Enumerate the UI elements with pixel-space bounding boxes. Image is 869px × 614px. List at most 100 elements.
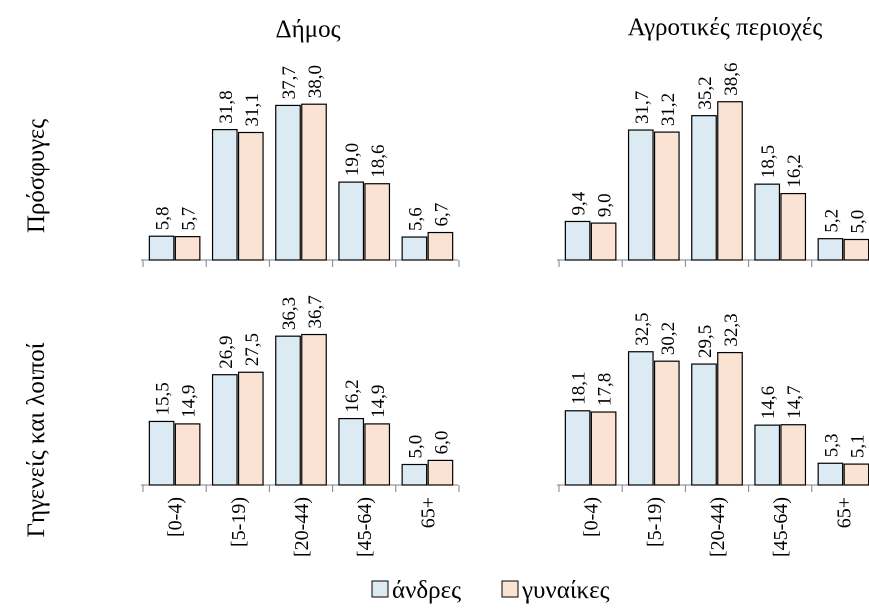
col-title-municipality: Δήμος [276, 16, 341, 43]
x-tick-label: [20-44) [707, 497, 729, 557]
x-tick-label: 65+ [417, 497, 439, 528]
bar-female [653, 360, 680, 486]
legend: άνδρες γυναίκες [371, 577, 610, 604]
bar-male [338, 181, 365, 261]
data-label-female: 38,6 [721, 62, 742, 95]
data-label-female: 14,9 [368, 385, 389, 418]
data-label-female: 18,6 [368, 144, 389, 177]
data-label-female: 5,1 [847, 434, 868, 458]
bar-female [301, 103, 327, 261]
data-label-female: 31,2 [658, 93, 679, 126]
panel-3: 15,5 14,9[0-4)26,9 27,5[5-19)36,3 36,7[20-4… [141, 295, 460, 557]
data-label-male: 14,6 [758, 386, 779, 419]
data-label-female: 14,7 [784, 385, 805, 418]
bar-male [148, 235, 175, 261]
data-label-female: 36,7 [305, 295, 326, 328]
data-label-male: 16,2 [342, 379, 363, 412]
bar-female [427, 459, 454, 486]
panel-4: 18,1 17,8 [0-4) 32,5 30,2 [5-19) 29,5 32,3 [20-4… [557, 313, 869, 557]
bar-male [401, 236, 428, 261]
data-label-male: 5,3 [821, 434, 842, 458]
x-tick-label: 65+ [833, 497, 855, 528]
bar-male [754, 183, 781, 261]
bar-female [301, 333, 327, 486]
data-label-male: 9,4 [569, 191, 590, 215]
data-label-female: 31,1 [242, 93, 263, 126]
data-label-female: 38,0 [305, 65, 326, 98]
col-title-rural: Αγροτικές περιοχές [628, 14, 823, 41]
bar-female [780, 192, 807, 261]
panel-titles: Δήμος Αγροτικές περιοχές Πρόσφυγες Γηγεν… [23, 14, 822, 537]
x-tick-label: [0-4) [165, 497, 187, 537]
data-label-female: 27,5 [242, 333, 263, 366]
data-label-female: 6,0 [431, 431, 452, 455]
bar-female [653, 131, 680, 261]
data-label-male: 31,8 [216, 90, 237, 123]
x-tick-label: [45-64) [354, 497, 376, 557]
data-label-male: 19,0 [342, 143, 363, 176]
bar-male [564, 220, 591, 261]
bar-male [754, 424, 781, 486]
legend-label-male: άνδρες [392, 577, 461, 604]
data-label-male: 5,8 [153, 206, 174, 230]
data-label-male: 35,2 [695, 76, 716, 109]
bar-male [338, 417, 365, 486]
bar-female [364, 423, 391, 486]
row-title-refugees: Πρόσφυγες [23, 119, 50, 233]
data-label-female: 5,7 [179, 207, 200, 231]
data-label-male: 5,0 [405, 435, 426, 459]
data-label-male: 5,6 [405, 207, 426, 231]
bar-male [691, 115, 717, 261]
bar-female [717, 351, 743, 486]
data-label-male: 31,7 [632, 91, 653, 124]
bar-male [817, 462, 844, 486]
data-label-female: 6,7 [431, 203, 452, 227]
chart-panels: 5,8 5,7 31,8 31,1 37,7 38,0 19,0 18,6 5,6 6,7 9,4 9… [141, 62, 869, 557]
bar-female [780, 424, 807, 486]
panel-2: 9,4 9,0 31,7 31,2 35,2 38,6 18,5 16,2 5,2 5,0 [557, 62, 869, 267]
data-label-female: 9,0 [595, 193, 616, 217]
data-label-female: 30,2 [658, 322, 679, 355]
bar-male [211, 129, 238, 261]
bar-male [275, 104, 301, 261]
data-label-male: 29,5 [695, 325, 716, 358]
legend-label-female: γυναίκες [521, 577, 610, 604]
row-title-natives: Γηγενείς και λοιποί [23, 342, 50, 537]
data-label-male: 15,5 [153, 382, 174, 415]
data-label-male: 26,9 [216, 335, 237, 368]
bar-female [717, 101, 743, 261]
data-label-male: 32,5 [632, 313, 653, 346]
data-label-female: 14,9 [179, 385, 200, 418]
data-label-male: 36,3 [279, 297, 300, 330]
bar-female [237, 371, 264, 486]
data-label-female: 16,2 [784, 154, 805, 187]
legend-swatch-male [371, 580, 389, 598]
data-label-female: 5,0 [847, 210, 868, 234]
bar-male [817, 238, 844, 261]
data-label-male: 37,7 [279, 66, 300, 99]
data-label-male: 18,1 [569, 372, 590, 405]
legend-swatch-female [501, 580, 519, 598]
data-label-male: 18,5 [758, 145, 779, 178]
data-label-female: 17,8 [595, 373, 616, 406]
bar-female [237, 131, 264, 261]
bar-male [275, 335, 301, 486]
bar-male [627, 129, 654, 261]
bar-female [364, 183, 391, 261]
bar-male [564, 410, 591, 486]
data-label-female: 32,3 [721, 313, 742, 346]
data-label-male: 5,2 [821, 209, 842, 233]
bar-male [148, 420, 175, 486]
x-tick-label: [5-19) [228, 497, 250, 547]
x-tick-label: [45-64) [770, 497, 792, 557]
x-tick-label: [5-19) [644, 497, 666, 547]
bar-male [691, 363, 717, 486]
bar-female [174, 236, 201, 261]
bar-female [843, 238, 869, 261]
bar-male [627, 351, 654, 486]
bar-female [590, 411, 617, 486]
panel-1: 5,8 5,7 31,8 31,1 37,7 38,0 19,0 18,6 5,6 6,7 [141, 65, 460, 267]
bar-female [174, 423, 201, 486]
